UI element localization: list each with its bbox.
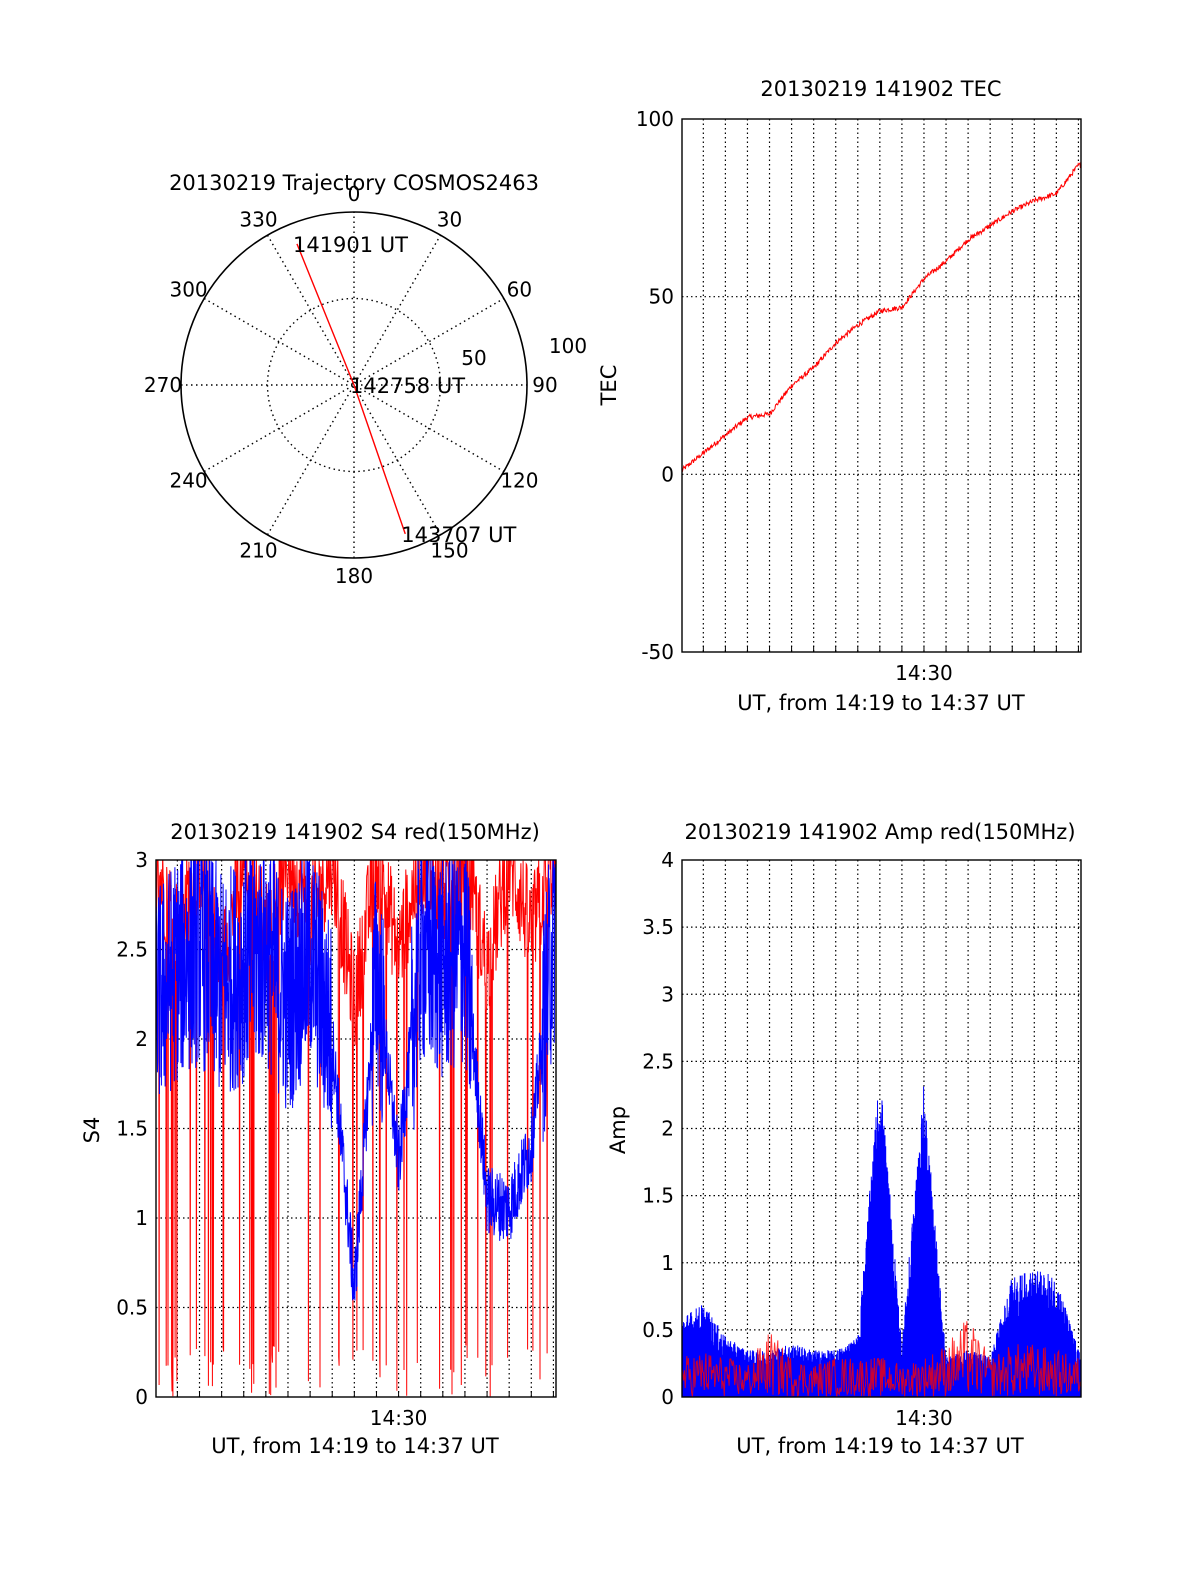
s4-y-tick-label: 0 xyxy=(135,1385,148,1409)
tec-y-tick-label: -50 xyxy=(641,640,674,664)
amp-y-axis-label: Amp xyxy=(606,1106,630,1154)
amp-y-tick-label: 3 xyxy=(661,982,674,1006)
polar-time-label: 142758 UT xyxy=(350,374,465,398)
amp-x-axis-label: UT, from 14:19 to 14:37 UT xyxy=(736,1434,1024,1458)
tec-x-axis-label: UT, from 14:19 to 14:37 UT xyxy=(737,691,1025,715)
s4-y-tick-label: 1.5 xyxy=(116,1117,148,1141)
polar-angle-label: 240 xyxy=(169,469,207,493)
s4-y-axis-label: S4 xyxy=(80,1117,104,1144)
polar-angle-labels: 0 30 60 90 120 150 180 210 240 270 300 330 xyxy=(144,182,558,588)
tec-y-tick-label: 100 xyxy=(636,107,674,131)
amp-y-tick-label: 1.5 xyxy=(642,1184,674,1208)
polar-angle-label: 270 xyxy=(144,373,182,397)
polar-time-label: 141901 UT xyxy=(293,233,408,257)
polar-title: 20130219 Trajectory COSMOS2463 xyxy=(169,171,539,195)
polar-angle-label: 0 xyxy=(348,182,361,206)
polar-angle-label: 330 xyxy=(239,208,277,232)
polar-angle-label: 90 xyxy=(532,373,557,397)
s4-panel: 20130219 141902 S4 red(150MHz) 0 0.5 1 1.5 2… xyxy=(80,820,557,1458)
polar-radius-label: 100 xyxy=(549,334,587,358)
tec-plot-area: -50 0 50 100 14:30 xyxy=(636,107,1082,685)
amp-panel: 20130219 141902 Amp red(150MHz) 0 0.5 1 1.5… xyxy=(606,820,1082,1458)
amp-y-tick-label: 2.5 xyxy=(642,1049,674,1073)
amp-axes-frame xyxy=(681,859,1082,1398)
polar-angle-label: 60 xyxy=(507,278,532,302)
s4-y-tick-label: 3 xyxy=(135,848,148,872)
polar-time-label: 143707 UT xyxy=(401,523,516,547)
s4-x-axis-label: UT, from 14:19 to 14:37 UT xyxy=(211,1434,499,1458)
amp-title: 20130219 141902 Amp red(150MHz) xyxy=(684,820,1075,844)
polar-grid xyxy=(180,211,528,559)
s4-y-tick-label: 0.5 xyxy=(116,1296,148,1320)
s4-y-tick-label: 2 xyxy=(135,1027,148,1051)
s4-y-tick-label: 1 xyxy=(135,1206,148,1230)
s4-plot-area: 0 0.5 1 1.5 2 2.5 3 14:30 xyxy=(116,848,557,1430)
polar-trajectory-line xyxy=(296,243,406,535)
polar-angle-label: 300 xyxy=(169,278,207,302)
s4-title: 20130219 141902 S4 red(150MHz) xyxy=(170,820,540,844)
polar-angle-label: 210 xyxy=(239,538,277,562)
polar-panel: 20130219 Trajectory COSMOS2463 0 30 60 90 12… xyxy=(144,171,587,588)
amp-y-tick-label: 4 xyxy=(661,848,674,872)
s4-series-group xyxy=(156,860,556,1397)
amp-y-tick-label: 0.5 xyxy=(642,1318,674,1342)
tec-panel: 20130219 141902 TEC -50 0 50 100 14:30 TEC U… xyxy=(597,77,1082,715)
polar-angle-label: 180 xyxy=(335,564,373,588)
tec-x-tick-label: 14:30 xyxy=(895,661,953,685)
amp-series-red xyxy=(681,1321,1082,1397)
polar-trajectory xyxy=(296,243,406,535)
polar-angle-label: 150 xyxy=(430,538,468,562)
tec-y-axis-label: TEC xyxy=(597,365,621,407)
polar-radius-labels: 50 100 xyxy=(461,334,587,370)
s4-axes-frame xyxy=(155,859,557,1398)
amp-y-tick-label: 3.5 xyxy=(642,915,674,939)
s4-x-tick-label: 14:30 xyxy=(370,1406,428,1430)
s4-series-blue xyxy=(156,860,556,1301)
tec-series-line xyxy=(681,162,1082,473)
polar-angle-label: 120 xyxy=(500,469,538,493)
tec-y-tick-label: 50 xyxy=(649,285,674,309)
polar-radius-label: 50 xyxy=(461,346,486,370)
amp-x-tick-label: 14:30 xyxy=(895,1406,953,1430)
polar-annotations: 141901 UT 142758 UT 143707 UT xyxy=(293,233,516,547)
tec-title: 20130219 141902 TEC xyxy=(760,77,1001,101)
polar-angle-label: 30 xyxy=(437,208,462,232)
amp-y-tick-label: 2 xyxy=(661,1117,674,1141)
s4-y-tick-label: 2.5 xyxy=(116,938,148,962)
amp-y-tick-label: 0 xyxy=(661,1385,674,1409)
amp-series-blue xyxy=(681,1086,1082,1398)
amp-plot-area: 0 0.5 1 1.5 2 2.5 3 3.5 4 14:30 xyxy=(642,848,1082,1430)
tec-y-tick-label: 0 xyxy=(661,462,674,486)
tec-axes-frame xyxy=(681,118,1082,653)
amp-y-tick-label: 1 xyxy=(661,1251,674,1275)
